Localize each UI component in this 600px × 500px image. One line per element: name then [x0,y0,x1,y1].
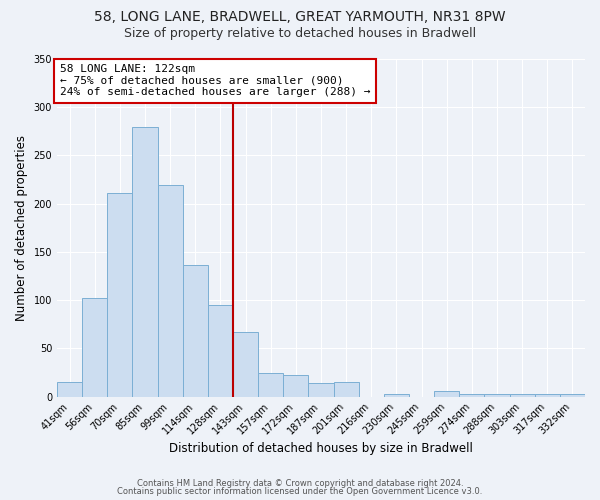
Bar [560,394,585,396]
Bar [509,394,535,396]
X-axis label: Distribution of detached houses by size in Bradwell: Distribution of detached houses by size … [169,442,473,455]
Bar [258,372,283,396]
Text: Size of property relative to detached houses in Bradwell: Size of property relative to detached ho… [124,28,476,40]
Bar [308,383,334,396]
Bar [82,298,107,396]
Bar [535,394,560,396]
Y-axis label: Number of detached properties: Number of detached properties [15,135,28,321]
Bar [484,394,509,396]
Bar [233,332,258,396]
Bar [459,394,484,396]
Bar [283,376,308,396]
Bar [107,193,133,396]
Bar [334,382,359,396]
Bar [208,305,233,396]
Text: 58, LONG LANE, BRADWELL, GREAT YARMOUTH, NR31 8PW: 58, LONG LANE, BRADWELL, GREAT YARMOUTH,… [94,10,506,24]
Bar [57,382,82,396]
Bar [183,266,208,396]
Bar [158,186,183,396]
Text: 58 LONG LANE: 122sqm
← 75% of detached houses are smaller (900)
24% of semi-deta: 58 LONG LANE: 122sqm ← 75% of detached h… [59,64,370,98]
Text: Contains HM Land Registry data © Crown copyright and database right 2024.: Contains HM Land Registry data © Crown c… [137,478,463,488]
Bar [384,394,409,396]
Bar [434,391,459,396]
Text: Contains public sector information licensed under the Open Government Licence v3: Contains public sector information licen… [118,487,482,496]
Bar [133,126,158,396]
